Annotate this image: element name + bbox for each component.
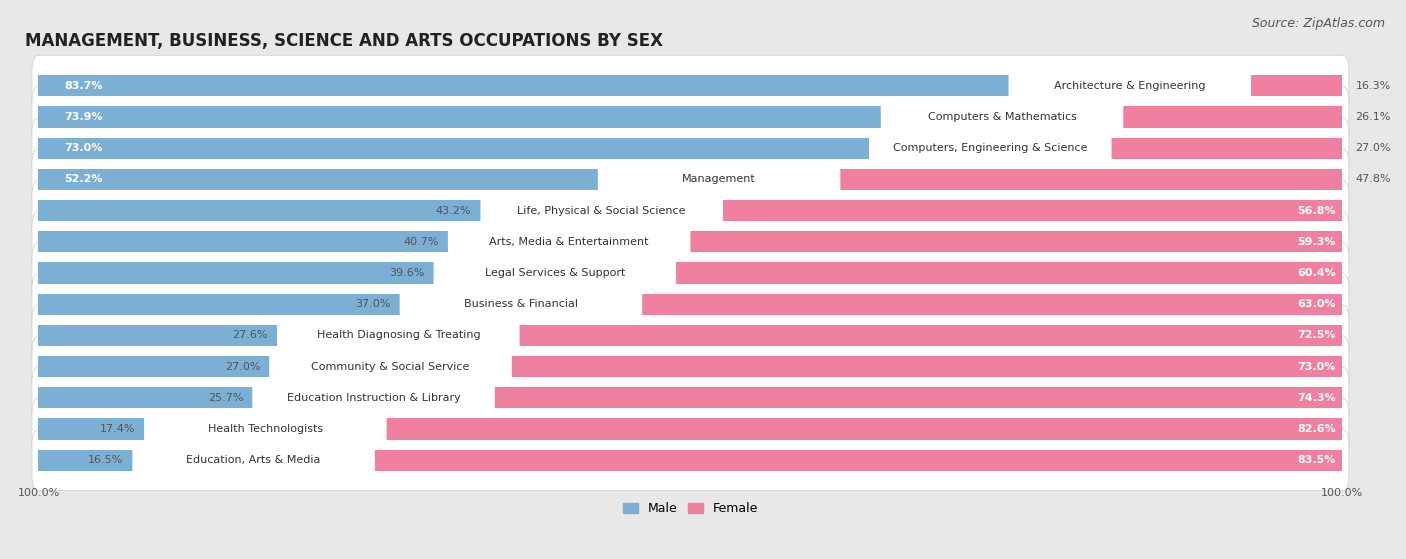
FancyBboxPatch shape: [880, 97, 1123, 137]
Bar: [1101, 138, 1343, 159]
FancyBboxPatch shape: [32, 430, 1348, 491]
Bar: [38, 387, 263, 409]
FancyBboxPatch shape: [32, 305, 1348, 366]
Text: Life, Physical & Social Science: Life, Physical & Social Science: [517, 206, 686, 216]
Text: Health Technologists: Health Technologists: [208, 424, 323, 434]
Bar: [38, 231, 458, 253]
Bar: [38, 138, 880, 159]
FancyBboxPatch shape: [32, 149, 1348, 210]
FancyBboxPatch shape: [277, 315, 520, 356]
Bar: [1114, 106, 1343, 127]
FancyBboxPatch shape: [449, 222, 690, 262]
Text: Management: Management: [682, 174, 756, 184]
Bar: [509, 325, 1343, 346]
Bar: [38, 418, 155, 439]
Bar: [38, 75, 1019, 97]
FancyBboxPatch shape: [399, 284, 643, 324]
Text: 72.5%: 72.5%: [1298, 330, 1336, 340]
Bar: [38, 200, 491, 221]
FancyBboxPatch shape: [32, 117, 1348, 179]
Text: Architecture & Engineering: Architecture & Engineering: [1054, 81, 1205, 91]
FancyBboxPatch shape: [132, 440, 375, 480]
FancyBboxPatch shape: [32, 273, 1348, 335]
Bar: [631, 293, 1343, 315]
Text: 37.0%: 37.0%: [356, 299, 391, 309]
Text: Legal Services & Support: Legal Services & Support: [485, 268, 626, 278]
Text: 59.3%: 59.3%: [1298, 237, 1336, 247]
Text: 27.0%: 27.0%: [1355, 143, 1391, 153]
Text: Computers, Engineering & Science: Computers, Engineering & Science: [893, 143, 1088, 153]
Bar: [38, 356, 280, 377]
Bar: [38, 169, 609, 190]
Text: Community & Social Service: Community & Social Service: [311, 362, 470, 372]
Bar: [665, 262, 1343, 283]
Text: Education, Arts & Media: Education, Arts & Media: [187, 455, 321, 465]
Text: 73.0%: 73.0%: [1298, 362, 1336, 372]
Text: 83.7%: 83.7%: [65, 81, 103, 91]
Text: 56.8%: 56.8%: [1298, 206, 1336, 216]
FancyBboxPatch shape: [32, 87, 1348, 148]
Bar: [502, 356, 1343, 377]
Bar: [485, 387, 1343, 409]
Bar: [681, 231, 1343, 253]
Bar: [38, 293, 411, 315]
Text: 43.2%: 43.2%: [436, 206, 471, 216]
Bar: [38, 262, 444, 283]
Bar: [38, 325, 287, 346]
FancyBboxPatch shape: [32, 367, 1348, 428]
Text: 74.3%: 74.3%: [1298, 393, 1336, 403]
Text: 17.4%: 17.4%: [100, 424, 135, 434]
Bar: [713, 200, 1343, 221]
Text: 73.9%: 73.9%: [65, 112, 103, 122]
Text: 27.0%: 27.0%: [225, 362, 260, 372]
Text: 16.5%: 16.5%: [89, 455, 124, 465]
FancyBboxPatch shape: [32, 55, 1348, 116]
Text: 39.6%: 39.6%: [389, 268, 425, 278]
FancyBboxPatch shape: [32, 211, 1348, 272]
Text: 27.6%: 27.6%: [232, 330, 269, 340]
Legend: Male, Female: Male, Female: [623, 502, 758, 515]
Bar: [1240, 75, 1343, 97]
Text: 25.7%: 25.7%: [208, 393, 243, 403]
FancyBboxPatch shape: [598, 159, 841, 200]
Text: Source: ZipAtlas.com: Source: ZipAtlas.com: [1251, 17, 1385, 30]
Text: Education Instruction & Library: Education Instruction & Library: [287, 393, 460, 403]
Bar: [830, 169, 1343, 190]
FancyBboxPatch shape: [481, 191, 723, 230]
Text: MANAGEMENT, BUSINESS, SCIENCE AND ARTS OCCUPATIONS BY SEX: MANAGEMENT, BUSINESS, SCIENCE AND ARTS O…: [25, 32, 664, 50]
FancyBboxPatch shape: [32, 243, 1348, 304]
FancyBboxPatch shape: [252, 378, 495, 418]
Text: 73.0%: 73.0%: [65, 143, 103, 153]
Text: 40.7%: 40.7%: [404, 237, 439, 247]
FancyBboxPatch shape: [433, 253, 676, 293]
Bar: [364, 449, 1343, 471]
Text: 83.5%: 83.5%: [1298, 455, 1336, 465]
Text: Business & Financial: Business & Financial: [464, 299, 578, 309]
FancyBboxPatch shape: [32, 399, 1348, 459]
Bar: [38, 449, 143, 471]
FancyBboxPatch shape: [1008, 66, 1251, 106]
Text: 63.0%: 63.0%: [1298, 299, 1336, 309]
FancyBboxPatch shape: [32, 180, 1348, 241]
FancyBboxPatch shape: [270, 347, 512, 386]
Text: 47.8%: 47.8%: [1355, 174, 1391, 184]
Bar: [377, 418, 1343, 439]
Text: 60.4%: 60.4%: [1298, 268, 1336, 278]
Text: Computers & Mathematics: Computers & Mathematics: [928, 112, 1077, 122]
Text: 82.6%: 82.6%: [1298, 424, 1336, 434]
FancyBboxPatch shape: [143, 409, 387, 449]
Text: Health Diagnosing & Treating: Health Diagnosing & Treating: [316, 330, 481, 340]
Text: 26.1%: 26.1%: [1355, 112, 1391, 122]
FancyBboxPatch shape: [32, 336, 1348, 397]
Bar: [38, 106, 891, 127]
Text: Arts, Media & Entertainment: Arts, Media & Entertainment: [489, 237, 650, 247]
Text: 52.2%: 52.2%: [65, 174, 103, 184]
Text: 16.3%: 16.3%: [1355, 81, 1391, 91]
FancyBboxPatch shape: [869, 128, 1112, 168]
